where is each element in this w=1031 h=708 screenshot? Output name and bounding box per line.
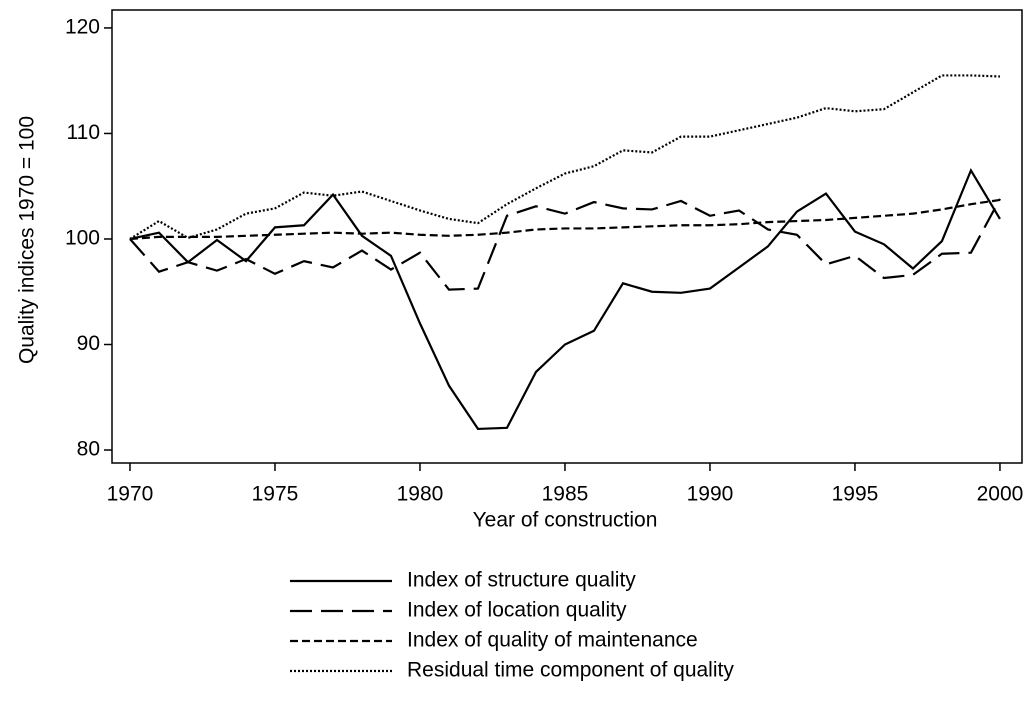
y-tick-label: 80 (77, 438, 100, 461)
series-line (129, 198, 1001, 291)
series-line (129, 198, 1001, 241)
legend-label: Index of quality of maintenance (407, 629, 698, 652)
x-tick-label: 1990 (687, 483, 734, 506)
x-tick-label: 1985 (542, 483, 589, 506)
y-axis-title: Quality indices 1970 = 100 (16, 116, 39, 364)
y-tick-label: 110 (67, 121, 100, 144)
series-line (129, 167, 1001, 431)
x-tick-label: 1975 (252, 483, 299, 506)
y-tick-label: 100 (65, 227, 100, 250)
x-axis-title: Year of construction (473, 509, 658, 532)
y-tick-label: 120 (65, 15, 100, 38)
x-tick-label: 1970 (107, 483, 154, 506)
series-line (129, 74, 1001, 240)
plot-frame (111, 9, 1023, 464)
x-tick-label: 2000 (977, 483, 1024, 506)
x-tick-label: 1980 (397, 483, 444, 506)
x-tick-label: 1995 (832, 483, 879, 506)
legend-label: Index of structure quality (407, 569, 636, 592)
legend-label: Residual time component of quality (407, 659, 734, 682)
y-tick-label: 90 (77, 332, 100, 355)
legend-label: Index of location quality (407, 599, 627, 622)
